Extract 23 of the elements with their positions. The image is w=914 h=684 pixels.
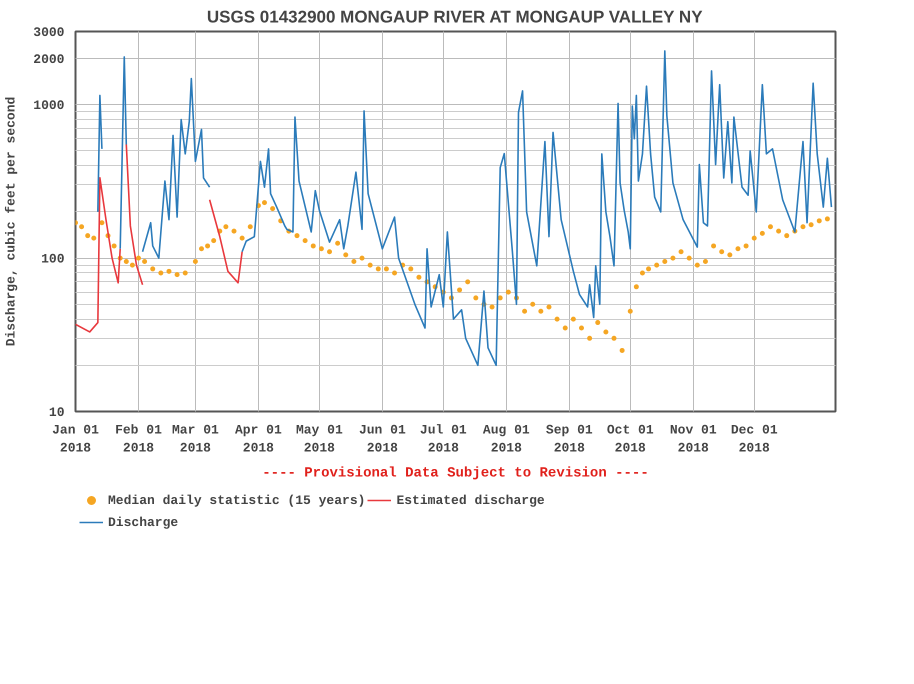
y-tick-label: 100 xyxy=(41,252,65,267)
x-tick-label: Apr 01 2018 xyxy=(234,422,282,456)
y-tick-label: 1000 xyxy=(33,98,65,114)
y-tick-label: 10 xyxy=(48,405,65,420)
x-tick-label: Sep 01 2018 xyxy=(546,422,593,456)
legend-label: Estimated discharge xyxy=(396,492,545,508)
x-tick-label: Jun 01 2018 xyxy=(358,422,406,456)
y-axis-title: Discharge, cubic feet per second xyxy=(3,96,18,346)
y-tick-label: 3000 xyxy=(33,25,65,40)
x-tick-label: Dec 01 2018 xyxy=(730,422,778,456)
x-tick-label: Mar 01 2018 xyxy=(172,422,219,456)
x-tick-label: May 01 2018 xyxy=(296,422,343,456)
legend-label: Median daily statistic (15 years) xyxy=(108,492,366,508)
x-tick-label: Oct 01 2018 xyxy=(606,422,654,456)
x-tick-label: Jan 01 2018 xyxy=(52,422,100,456)
x-tick-label: Nov 01 2018 xyxy=(670,422,717,456)
chart-title: USGS 01432900 MONGAUP RIVER AT MONGAUP VALLEY NY xyxy=(206,8,704,26)
x-tick-label: Feb 01 2018 xyxy=(115,422,162,456)
legend-label: Discharge xyxy=(108,514,178,530)
y-tick-label: 2000 xyxy=(33,52,65,68)
x-tick-label: Aug 01 2018 xyxy=(482,422,530,456)
text: ---- Provisional Data Subject to Revision ---- xyxy=(262,466,649,482)
x-tick-label: Jul 01 2018 xyxy=(420,422,467,456)
